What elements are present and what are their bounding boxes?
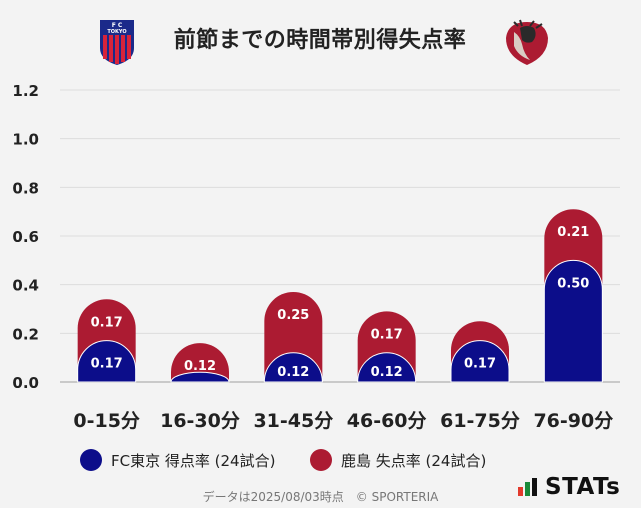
svg-text:F C: F C: [112, 22, 123, 29]
y-tick-label: 0.4: [12, 277, 39, 295]
kashima-antlers-logo-icon: [500, 18, 554, 68]
legend-swatch-home: [80, 449, 102, 471]
x-tick-label: 76-90分: [533, 410, 613, 432]
stats-brand: STATs: [517, 474, 620, 500]
y-tick-label: 1.0: [12, 131, 39, 149]
svg-text:TOKYO: TOKYO: [107, 29, 126, 35]
bar-home: [450, 340, 510, 383]
bar-label-away: 0.21: [557, 225, 589, 240]
bar-home: [543, 259, 603, 383]
bar-label-home: 0.50: [557, 276, 589, 291]
bar-home: [77, 340, 137, 383]
x-tick-label: 0-15分: [73, 410, 140, 432]
bar-label-home: 0.17: [464, 357, 496, 372]
x-tick-label: 31-45分: [253, 410, 333, 432]
y-tick-label: 0.6: [12, 228, 39, 246]
y-tick-label: 0.0: [12, 374, 39, 392]
legend-label-home: FC東京 得点率 (24試合): [111, 451, 276, 470]
bar-label-away: 0.17: [91, 315, 123, 330]
bar-label-away: 0.25: [277, 308, 309, 323]
x-tick-label: 16-30分: [160, 410, 240, 432]
y-tick-label: 1.2: [12, 82, 39, 100]
stats-logo-icon: [518, 478, 537, 496]
legend-item-home: FC東京 得点率 (24試合): [80, 449, 275, 471]
bar-label-home: 0.12: [371, 365, 403, 380]
legend-label-away: 鹿島 失点率 (24試合): [341, 451, 487, 470]
y-tick-label: 0.2: [12, 325, 39, 343]
bar-label-away: 0.17: [371, 327, 403, 342]
bar-label-home: 0.12: [277, 365, 309, 380]
y-tick-label: 0.8: [12, 179, 39, 197]
legend-swatch-away: [310, 449, 332, 471]
bar-home: [170, 371, 230, 383]
legend: FC東京 得点率 (24試合) 鹿島 失点率 (24試合): [0, 447, 641, 477]
legend-item-away: 鹿島 失点率 (24試合): [310, 449, 486, 471]
bar-away: [171, 343, 229, 382]
chart-area: 0.0 0.2 0.4 0.6 0.8 1.0 1.2 0.17 0.17 0-15分 0.12 16…: [12, 82, 620, 432]
header: F C TOKYO 前節までの時間帯別得失点率: [0, 0, 641, 80]
bar-label-away: 0.12: [184, 359, 216, 374]
stats-brand-text: STATs: [545, 474, 621, 500]
x-tick-label: 46-60分: [347, 410, 427, 432]
x-tick-label: 61-75分: [440, 410, 520, 432]
fc-tokyo-logo-icon: F C TOKYO: [98, 18, 136, 66]
bar-label-home: 0.17: [91, 357, 123, 372]
bar-home: [263, 352, 323, 383]
chart-title: 前節までの時間帯別得失点率: [173, 28, 467, 53]
footer-note: データは2025/08/03時点 © SPORTERIA: [202, 490, 439, 504]
bar-home: [357, 352, 417, 383]
